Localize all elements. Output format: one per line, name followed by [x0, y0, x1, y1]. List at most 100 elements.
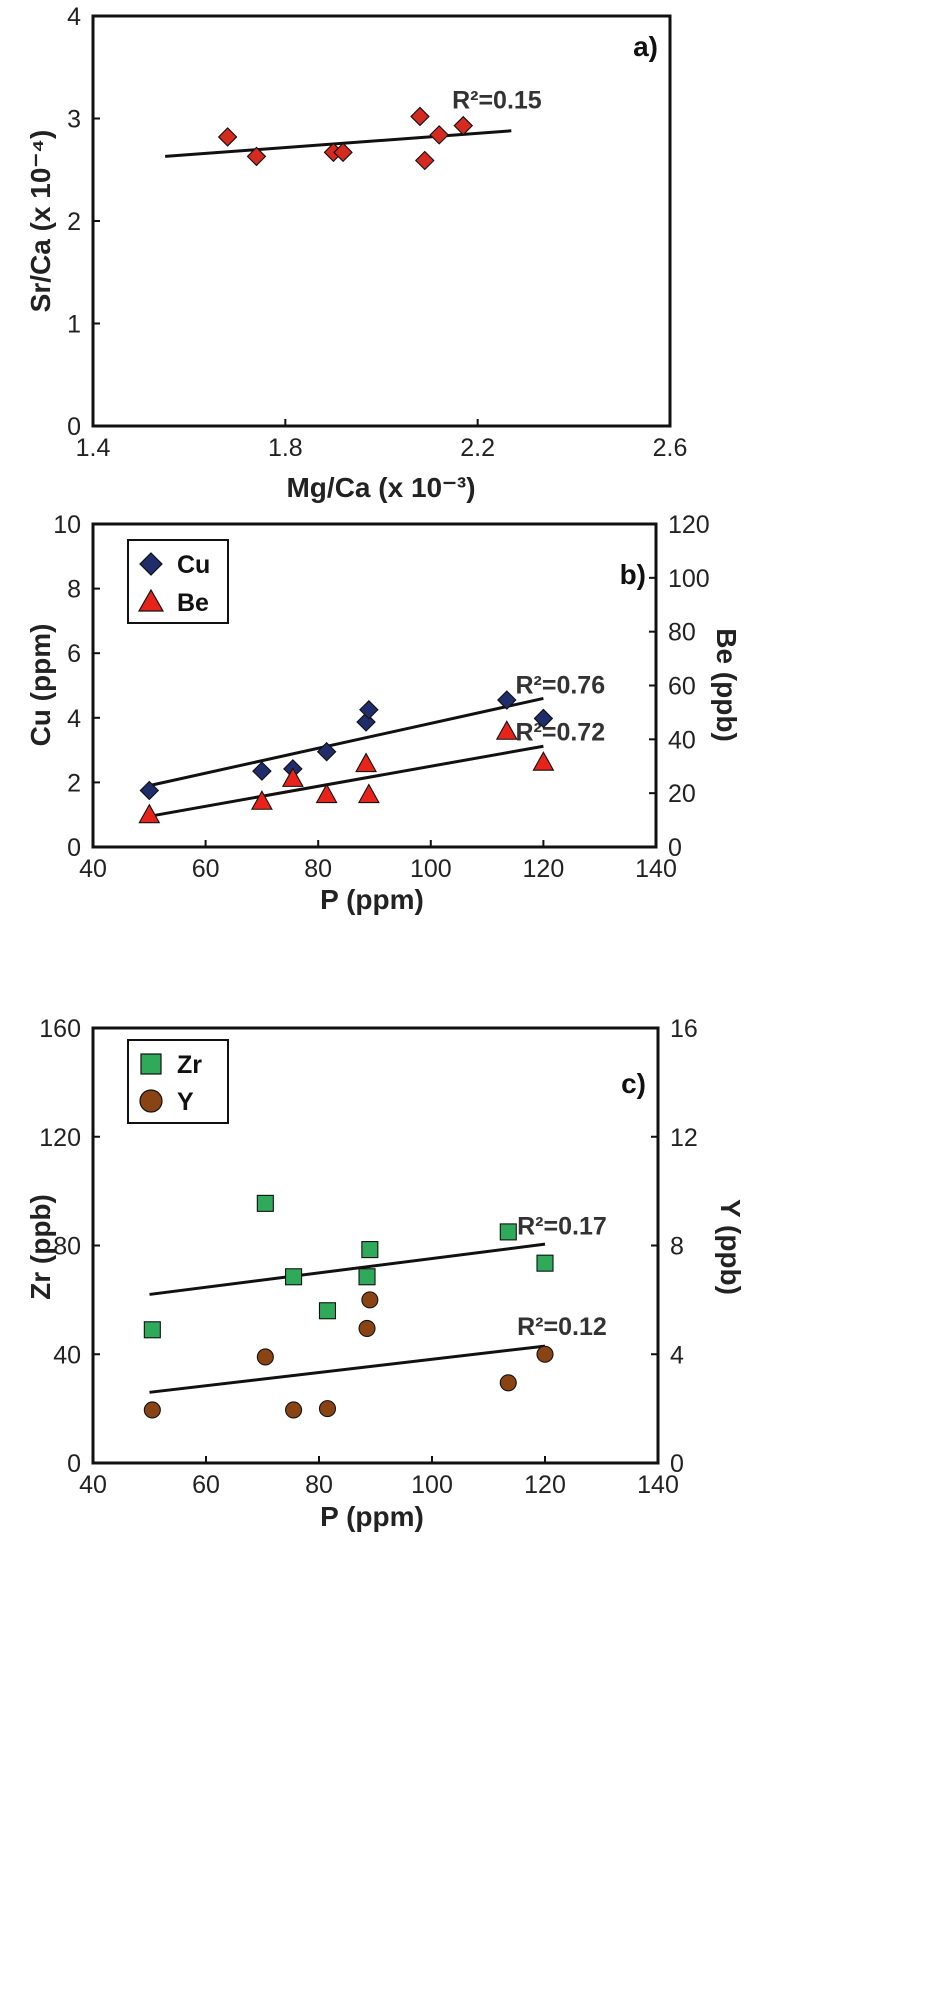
y2-tick-label: 60	[668, 673, 696, 701]
x-tick-label: 80	[305, 1471, 333, 1499]
trendline	[149, 744, 544, 818]
y2-tick-label: 20	[668, 780, 696, 808]
legend-marker-y	[139, 1089, 163, 1113]
r-squared-label: R²=0.17	[517, 1213, 607, 1241]
series-point	[246, 146, 267, 167]
y2-tick-label: 40	[668, 726, 696, 754]
y-tick-label: 40	[53, 1341, 81, 1369]
x-tick-label: 1.4	[76, 434, 111, 462]
x-tick-label: 140	[635, 855, 677, 883]
y2-tick-label: 16	[670, 1015, 698, 1043]
y-tick-label: 1	[67, 311, 81, 339]
y-tick-label: 6	[67, 640, 81, 668]
be-point	[315, 783, 338, 804]
y-tick-label: 0	[67, 834, 81, 862]
be-point	[532, 751, 555, 771]
y2-tick-label: 120	[668, 511, 710, 539]
x-tick-label: 40	[79, 855, 107, 883]
series-point	[414, 150, 435, 171]
trendline	[165, 129, 512, 158]
x-tick-label: 40	[79, 1471, 107, 1499]
y-point	[285, 1401, 303, 1419]
series-point	[410, 106, 430, 127]
panel-label: b)	[620, 559, 646, 590]
x-axis-label: P (ppm)	[320, 884, 424, 915]
panel-label: a)	[633, 31, 658, 62]
y-tick-label: 0	[67, 1450, 81, 1478]
panel-label: c)	[621, 1068, 646, 1099]
be-point	[355, 752, 377, 773]
y-tick-label: 8	[67, 576, 81, 604]
zr-point	[358, 1268, 376, 1286]
y-tick-label: 10	[53, 511, 81, 539]
zr-point	[256, 1194, 274, 1212]
series-point	[333, 142, 353, 163]
trendline	[149, 1344, 546, 1394]
y-tick-label: 160	[39, 1015, 81, 1043]
x-tick-label: 100	[410, 855, 452, 883]
legend-label-zr: Zr	[177, 1051, 202, 1079]
zr-point	[361, 1241, 379, 1259]
x-tick-label: 140	[637, 1471, 679, 1499]
y2-tick-label: 12	[670, 1124, 698, 1152]
panel-b: b) P (ppm) Cu (ppm) Be (ppb) Cu Be 40 60 8…	[25, 511, 742, 915]
y-point	[536, 1345, 554, 1363]
zr-point	[536, 1254, 554, 1272]
cu-point	[252, 761, 272, 781]
cu-point	[533, 708, 554, 729]
y-tick-label: 80	[53, 1233, 81, 1261]
legend-label-be: Be	[177, 589, 209, 617]
legend-marker-cu	[139, 552, 163, 576]
panel-c: c) P (ppm) Zr (ppb) Y (ppb) Zr Y 40 60 80 1…	[25, 1015, 746, 1532]
x-axis-label: P (ppm)	[320, 1501, 424, 1532]
y-tick-label: 120	[39, 1124, 81, 1152]
plot-frame	[91, 14, 672, 428]
r-squared-label: R²=0.12	[517, 1313, 607, 1341]
y-tick-label: 3	[67, 106, 81, 134]
x-tick-label: 2.6	[653, 434, 688, 462]
y2-axis-label: Be (ppb)	[711, 628, 742, 742]
y-tick-label: 4	[67, 705, 81, 733]
legend: Zr Y	[127, 1039, 229, 1124]
zr-point	[499, 1223, 517, 1241]
cu-point	[359, 699, 379, 720]
y2-tick-label: 0	[670, 1450, 684, 1478]
series-point	[453, 115, 474, 136]
y-axis-label: Zr (ppb)	[25, 1194, 56, 1300]
y-tick-label: 4	[67, 3, 81, 31]
x-tick-label: 120	[524, 1471, 566, 1499]
y-point	[256, 1348, 274, 1366]
cu-point	[497, 690, 517, 710]
r-squared-label: R²=0.76	[515, 672, 605, 700]
panel-a: a) Mg/Ca (x 10⁻³) Sr/Ca (x 10⁻⁴) 1.4 1.8 2…	[25, 3, 687, 503]
y2-tick-label: 80	[668, 619, 696, 647]
y-point	[143, 1401, 161, 1419]
y-tick-label: 2	[67, 769, 81, 797]
y-tick-label: 2	[67, 208, 81, 236]
y-axis-label: Cu (ppm)	[25, 624, 56, 747]
be-point	[138, 803, 161, 824]
x-tick-label: 60	[192, 855, 220, 883]
y-point	[358, 1319, 376, 1337]
series-point	[217, 127, 238, 147]
x-tick-label: 2.2	[460, 434, 495, 462]
x-tick-label: 80	[304, 855, 332, 883]
x-tick-label: 100	[411, 1471, 453, 1499]
y-point	[499, 1374, 517, 1392]
x-tick-label: 60	[192, 1471, 220, 1499]
y-point	[318, 1400, 337, 1418]
be-point	[250, 790, 273, 810]
r-squared-label: R²=0.15	[452, 86, 542, 114]
y2-tick-label: 8	[670, 1233, 684, 1261]
legend: Cu Be	[127, 539, 229, 624]
zr-point	[318, 1302, 337, 1320]
zr-point	[143, 1321, 161, 1339]
legend-marker-be	[137, 588, 165, 612]
series-point	[429, 125, 449, 145]
be-point	[357, 783, 380, 804]
trendline	[149, 1242, 546, 1296]
be-point	[495, 720, 518, 740]
legend-marker-zr	[140, 1053, 162, 1075]
y-tick-label: 0	[67, 413, 81, 441]
